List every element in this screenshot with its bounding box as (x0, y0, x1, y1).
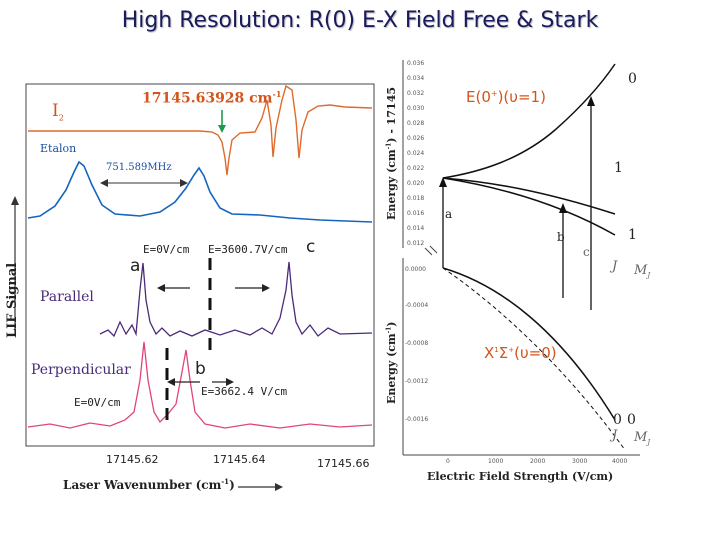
upper-tick: 0.034 (407, 75, 425, 82)
arrowhead-zero-field-lower (167, 378, 175, 386)
upper-tick: 0.024 (407, 150, 425, 157)
left-x-axis-label: Laser Wavenumber (cm-1) (63, 477, 235, 492)
parallel-trace (99, 261, 373, 338)
etalon-arrow-left (100, 179, 108, 187)
right-x-tick: 2000 (530, 458, 546, 465)
field-upper: E=3600.7V/cm (208, 243, 288, 256)
i2-trace (28, 84, 373, 176)
lower-level-j0 (442, 267, 616, 421)
field-zero-lower: E=0V/cm (74, 396, 121, 409)
right-x-tick: 4000 (612, 458, 628, 465)
x-tick-1: 17145.62 (106, 453, 159, 466)
upper-tick: 0.020 (407, 180, 425, 187)
lower-tick: -0.0016 (405, 416, 429, 423)
upper-tick: 0.026 (407, 135, 425, 142)
right-x-tick: 3000 (572, 458, 588, 465)
peak-c-label: c (306, 237, 316, 257)
peak-a-label: a (130, 256, 141, 276)
lower-y-axis-label: Energy (cm-1) (385, 321, 398, 404)
col-m-lower: MJ (634, 430, 651, 447)
transition-label-a: a (445, 207, 453, 221)
x-tick-3: 17145.66 (317, 457, 370, 470)
upper-tick: 0.018 (407, 195, 425, 202)
j-upper-low: 1 (628, 227, 637, 243)
y-axis-arrowhead (11, 196, 19, 205)
lower-tick: -0.0004 (405, 302, 429, 309)
axis-break-1 (424, 247, 433, 256)
upper-level-j0 (442, 63, 616, 179)
peak-b-label: b (195, 359, 206, 379)
arrowhead-field-lower (226, 378, 234, 386)
transition-arrowhead-b (559, 203, 567, 213)
col-m-upper: MJ (634, 263, 651, 280)
transition-arrowhead-c (587, 96, 595, 106)
i2-label: I2 (52, 101, 64, 123)
left-plot-frame (25, 83, 375, 447)
transition-label-c: c (583, 245, 590, 259)
transition-arrowhead-a (439, 177, 447, 187)
parallel-label: Parallel (40, 289, 94, 305)
right-x-axis-label: Electric Field Strength (V/cm) (427, 470, 614, 483)
col-j-lower: J (612, 428, 618, 443)
page-title: High Resolution: R(0) E-X Field Free & S… (121, 8, 599, 33)
x-tick-2: 17145.64 (213, 453, 266, 466)
lower-state-label: X1Σ+(υ=0) (484, 344, 557, 362)
etalon-label: Etalon (40, 142, 77, 155)
upper-tick: 0.014 (407, 225, 425, 232)
right-x-tick: 1000 (488, 458, 504, 465)
right-x-tick: 0 (446, 458, 450, 465)
arrowhead-zero-field-upper (157, 284, 165, 292)
col-j-upper: J (612, 259, 618, 274)
perpendicular-label: Perpendicular (31, 362, 131, 378)
lower-level-j0-dash (442, 267, 626, 451)
lower-tick: 0.0000 (405, 266, 426, 273)
upper-y-axis-label: Energy (cm-1) - 17145 (385, 86, 398, 220)
etalon-trace (27, 160, 373, 223)
upper-tick: 0.032 (407, 90, 425, 97)
axis-break-2 (429, 245, 438, 254)
upper-state-label: E(0+)(υ=1) (466, 88, 546, 106)
upper-tick: 0.012 (407, 240, 425, 247)
upper-tick: 0.030 (407, 105, 425, 112)
j-upper-top: 0 (628, 71, 637, 87)
upper-level-j1 (442, 177, 616, 215)
upper-tick: 0.016 (407, 210, 425, 217)
lower-tick: -0.0008 (405, 340, 429, 347)
lower-tick: -0.0012 (405, 378, 429, 385)
upper-level-j1-m1 (442, 177, 616, 236)
j-upper-mid: 1 (614, 160, 623, 176)
transition-label-b: b (557, 230, 565, 244)
j-lower: 0 (613, 412, 622, 428)
m-lower: 0 (627, 412, 636, 428)
upper-tick: 0.028 (407, 120, 425, 127)
upper-tick: 0.036 (407, 60, 425, 67)
etalon-spacing-label: 751.589MHz (106, 162, 172, 173)
etalon-arrow-right (180, 179, 188, 187)
i2-line-value: 17145.63928 cm-1 (142, 89, 282, 107)
i2-line-arrowhead (218, 125, 226, 133)
field-lower: E=3662.4 V/cm (201, 385, 288, 398)
x-axis-arrowhead (275, 483, 283, 491)
field-zero-upper: E=0V/cm (143, 243, 190, 256)
upper-tick: 0.022 (407, 165, 425, 172)
arrowhead-field-upper (262, 284, 270, 292)
